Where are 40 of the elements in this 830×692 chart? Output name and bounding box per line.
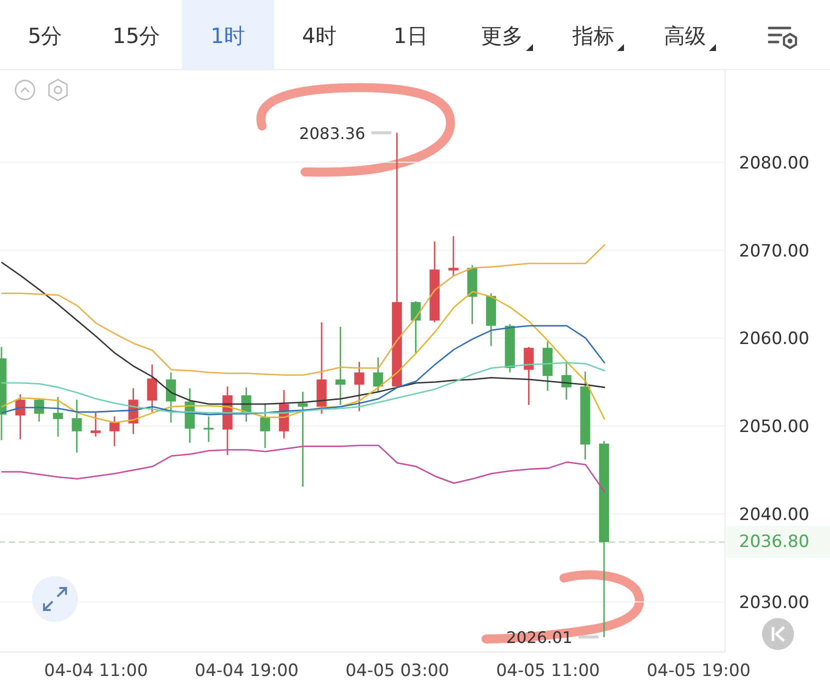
candlestick xyxy=(561,361,572,400)
text: 4时 xyxy=(302,24,336,48)
candlestick xyxy=(260,402,270,449)
candlestick xyxy=(298,391,308,488)
candlestick xyxy=(52,396,63,438)
text: 1日 xyxy=(393,24,428,48)
y-tick-label: 2050.00 xyxy=(739,417,810,438)
candlestick xyxy=(147,364,158,413)
y-tick-label: 2080.00 xyxy=(739,153,810,174)
candlestick xyxy=(335,326,346,406)
line-series xyxy=(1,444,606,493)
line-series xyxy=(1,244,606,376)
ref-line-label: 2036.80 xyxy=(739,532,810,552)
x-tick-label: 04-05 03:00 xyxy=(345,661,450,682)
y-tick-label: 2060.00 xyxy=(739,329,810,350)
text: 指标 xyxy=(572,24,614,48)
candlestick xyxy=(354,361,364,412)
text: 1时 xyxy=(210,24,245,48)
text: 15分 xyxy=(112,24,160,48)
candlestick xyxy=(15,394,26,440)
candlestick xyxy=(410,300,421,354)
text: 更多 xyxy=(481,24,523,48)
candlestick xyxy=(448,235,458,276)
x-tick-label: 04-05 11:00 xyxy=(496,661,600,682)
text: 高级 xyxy=(664,24,706,48)
candlestick xyxy=(373,356,384,392)
y-tick-label: 2070.00 xyxy=(739,241,810,262)
x-tick-label: 04-04 11:00 xyxy=(44,661,148,682)
candlestick xyxy=(524,346,534,406)
annotation: 2083.36 xyxy=(299,123,366,142)
y-tick-label: 2030.00 xyxy=(739,592,810,613)
annotation: 2026.01 xyxy=(506,627,572,646)
candlestick xyxy=(72,398,82,454)
x-tick-label: 04-04 19:00 xyxy=(194,661,299,682)
x-tick-label: 04-05 19:00 xyxy=(646,661,751,682)
candlestick xyxy=(166,372,176,424)
candlestick xyxy=(90,412,101,438)
y-tick-label: 2040.00 xyxy=(739,505,810,526)
text: 5分 xyxy=(28,24,62,48)
candlestick xyxy=(109,416,120,447)
